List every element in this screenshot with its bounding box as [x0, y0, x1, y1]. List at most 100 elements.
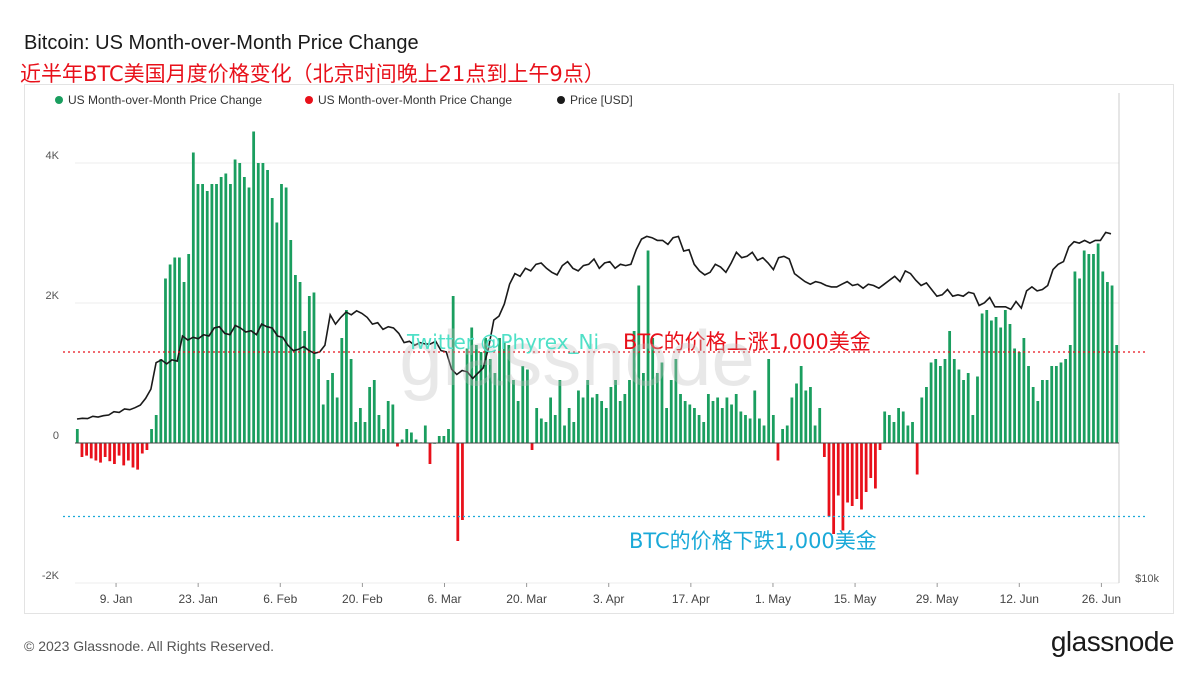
bar-positive [261, 163, 265, 443]
bar-positive [929, 362, 933, 443]
bar-positive [358, 408, 362, 443]
bar-positive [1110, 285, 1114, 443]
x-tick-label: 1. May [755, 592, 791, 606]
bar-positive [609, 387, 613, 443]
bar-positive [706, 394, 710, 443]
bar-positive [911, 422, 914, 443]
bar-positive [280, 184, 283, 443]
legend-label: US Month-over-Month Price Change [68, 93, 262, 107]
bar-positive [901, 411, 905, 443]
chart-frame: 4K 2K 0 -2K $10k BTC的价格上涨1,000美金 BTC的价格下跌1,000… [24, 84, 1174, 614]
bar-positive [516, 401, 520, 443]
y-tick-label: 4K [46, 150, 60, 162]
bar-positive [321, 404, 325, 443]
x-tick-label: 23. Jan [178, 592, 217, 606]
bar-negative [131, 443, 135, 468]
bar-positive [600, 401, 604, 443]
bar-positive [75, 429, 79, 443]
bar-negative [836, 443, 840, 496]
bar-negative [832, 443, 836, 534]
bar-negative [850, 443, 854, 506]
bar-positive [187, 254, 191, 443]
x-tick-label: 12. Jun [1000, 592, 1039, 606]
bar-positive [493, 373, 497, 443]
bar-positive [906, 425, 910, 443]
footer-copyright: © 2023 Glassnode. All Rights Reserved. [24, 638, 275, 654]
bar-positive [628, 380, 631, 443]
bar-positive [586, 380, 590, 443]
bar-positive [191, 152, 195, 443]
bar-positive [716, 397, 720, 443]
bar-positive [577, 390, 580, 443]
chart-title: Bitcoin: US Month-over-Month Price Chang… [24, 32, 419, 54]
bar-positive [887, 415, 891, 443]
legend-marker [557, 96, 565, 104]
bar-positive [702, 422, 706, 443]
bar-positive [1045, 380, 1049, 443]
bar-positive [284, 187, 288, 443]
bar-positive [266, 170, 269, 443]
bar-negative [530, 443, 534, 450]
bar-positive [934, 359, 938, 443]
bar-positive [883, 411, 887, 443]
price-line [76, 231, 1112, 420]
bar-positive [1059, 362, 1063, 443]
bar-positive [488, 359, 492, 443]
bar-positive [1101, 271, 1105, 443]
bar-positive [1087, 254, 1091, 443]
bar-positive [990, 320, 993, 443]
bar-positive [818, 408, 822, 443]
bar-positive [201, 184, 204, 443]
bar-positive [470, 327, 474, 443]
legend-label: Price [USD] [570, 93, 633, 107]
bar-positive [739, 411, 743, 443]
bar-positive [386, 401, 390, 443]
bar-positive [521, 366, 525, 443]
bar-positive [340, 338, 344, 443]
bar-positive [744, 415, 747, 443]
bar-positive [219, 177, 223, 443]
bar-positive [1115, 345, 1119, 443]
glassnode-logo[interactable]: glassnode [1050, 626, 1175, 657]
x-tick-label: 6. Mar [427, 592, 461, 606]
bar-positive [507, 345, 511, 443]
bar-negative [113, 443, 116, 464]
bar-positive [298, 282, 302, 443]
bar-positive [785, 425, 789, 443]
x-tick-label: 26. Jun [1082, 592, 1121, 606]
bar-positive [971, 415, 975, 443]
bar-positive [590, 397, 594, 443]
bar-negative [822, 443, 826, 457]
bar-positive [1036, 401, 1040, 443]
bar-positive [447, 429, 450, 443]
bar-negative [428, 443, 432, 464]
bar-positive [512, 380, 515, 443]
bar-positive [1078, 278, 1081, 443]
bar-positive [335, 397, 339, 443]
bar-positive [168, 264, 172, 443]
x-tick-label: 9. Jan [100, 592, 133, 606]
bar-positive [252, 131, 256, 443]
bar-positive [985, 310, 989, 443]
bar-positive [205, 191, 209, 443]
bar-negative [864, 443, 868, 492]
bar-positive [414, 439, 418, 443]
bar-positive [391, 404, 395, 443]
bar-positive [943, 359, 947, 443]
bar-positive [962, 380, 965, 443]
bar-positive [242, 177, 246, 443]
bar-positive [410, 432, 413, 443]
bar-positive [669, 380, 673, 443]
bar-negative [846, 443, 849, 503]
bar-positive [382, 429, 385, 443]
twitter-annotation: Twitter @Phyrex_Ni [406, 330, 599, 354]
bar-positive [423, 425, 427, 443]
bar-negative [85, 443, 88, 456]
bar-negative [89, 443, 93, 459]
bar-positive [762, 425, 766, 443]
bar-positive [795, 383, 798, 443]
bar-positive [372, 380, 376, 443]
bar-positive [948, 331, 952, 443]
bar-positive [790, 397, 794, 443]
x-tick-label: 20. Mar [506, 592, 547, 606]
